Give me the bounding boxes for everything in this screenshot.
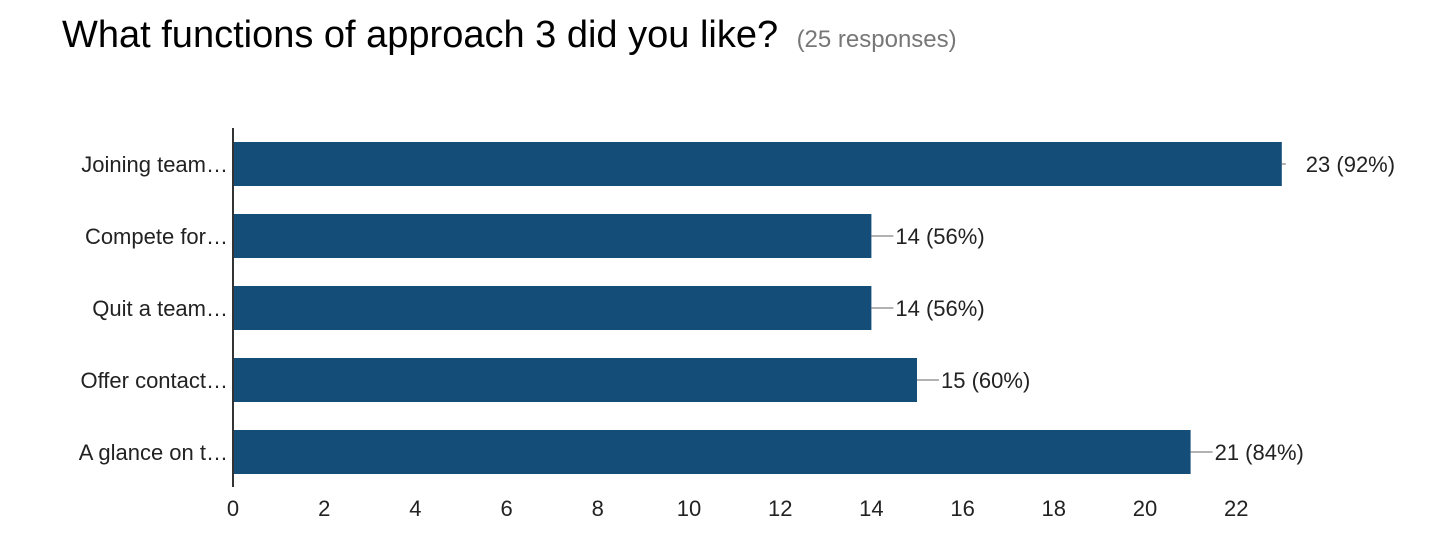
- x-tick-label: 14: [859, 496, 883, 521]
- category-label: Compete for…: [85, 224, 228, 249]
- bar: [233, 358, 917, 402]
- x-tick-label: 12: [768, 496, 792, 521]
- category-label: A glance on t…: [79, 440, 228, 465]
- data-label: 23 (92%): [1306, 152, 1395, 177]
- bar: [233, 430, 1191, 474]
- x-tick-label: 0: [227, 496, 239, 521]
- response-count: (25 responses): [796, 26, 957, 53]
- x-tick-label: 20: [1133, 496, 1157, 521]
- data-label: 21 (84%): [1215, 440, 1304, 465]
- bar: [233, 286, 872, 330]
- bar: [233, 214, 872, 258]
- bar: [233, 142, 1282, 186]
- x-tick-label: 4: [409, 496, 421, 521]
- question-title: What functions of approach 3 did you lik…: [62, 14, 779, 56]
- category-label: Joining team…: [81, 152, 228, 177]
- data-label: 15 (60%): [941, 368, 1030, 393]
- category-label: Offer contact…: [80, 368, 228, 393]
- x-tick-label: 6: [500, 496, 512, 521]
- data-label: 14 (56%): [895, 224, 984, 249]
- category-label: Quit a team…: [92, 296, 228, 321]
- x-tick-label: 10: [677, 496, 701, 521]
- x-tick-label: 22: [1224, 496, 1248, 521]
- data-label: 14 (56%): [895, 296, 984, 321]
- x-tick-label: 8: [592, 496, 604, 521]
- chart-header: What functions of approach 3 did you lik…: [62, 14, 957, 57]
- x-tick-label: 16: [950, 496, 974, 521]
- x-tick-label: 2: [318, 496, 330, 521]
- x-tick-label: 18: [1042, 496, 1066, 521]
